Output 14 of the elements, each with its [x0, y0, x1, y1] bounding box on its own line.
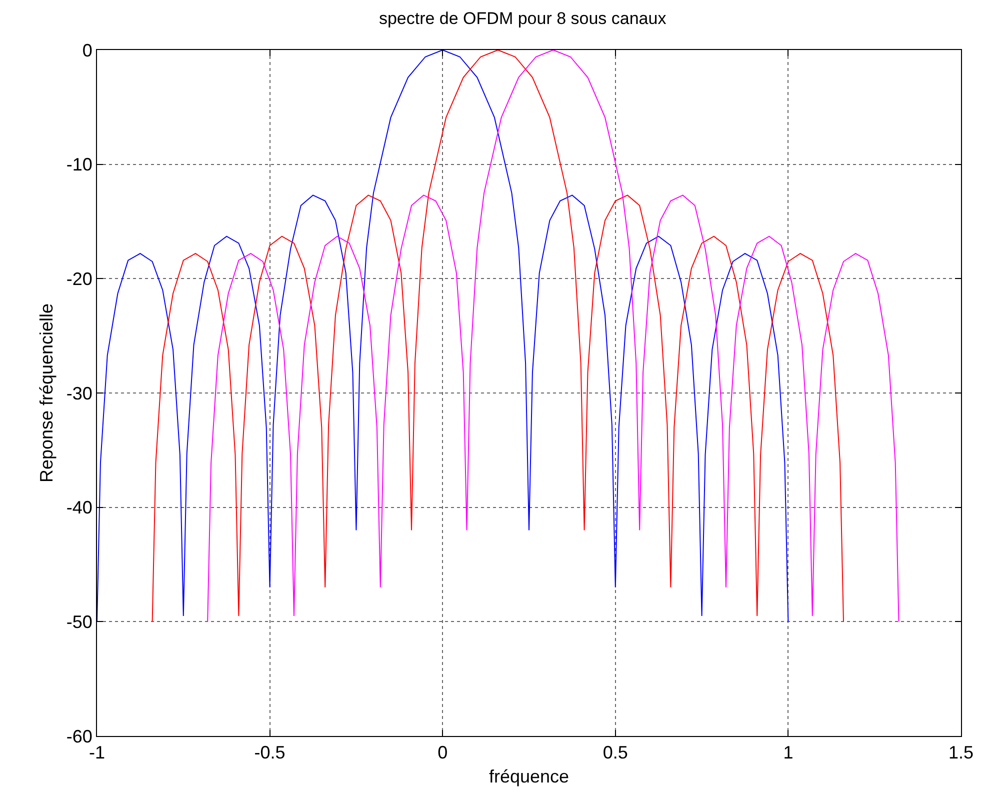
y-tick-label: 0 — [82, 40, 92, 60]
y-axis-title: Reponse fréquencielle — [36, 303, 57, 483]
y-tick-label: -30 — [66, 383, 92, 404]
x-tick-label: 1.5 — [948, 742, 974, 763]
x-axis-title: fréquence — [488, 766, 570, 787]
y-tick-label: -20 — [66, 268, 92, 289]
x-tick-label: 0 — [438, 742, 448, 763]
x-tick-label: -0.5 — [254, 742, 286, 763]
x-tick-label: 0.5 — [602, 742, 628, 763]
x-tick-label: 1 — [783, 742, 794, 763]
y-tick-label: -40 — [66, 498, 92, 518]
chart-title: spectre de OFDM pour 8 sous canaux — [378, 9, 667, 28]
y-tick-label: -10 — [66, 154, 92, 175]
y-tick-label: -50 — [66, 612, 92, 632]
